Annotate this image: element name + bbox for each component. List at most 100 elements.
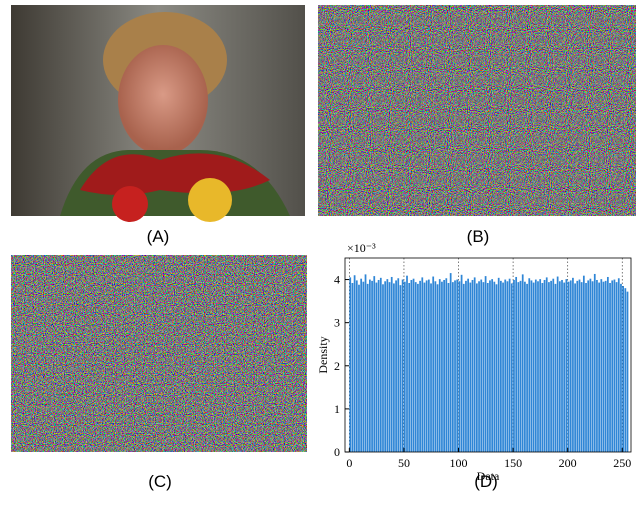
bar (426, 280, 428, 452)
bar (520, 281, 522, 452)
bar (574, 283, 576, 452)
bar (552, 279, 554, 452)
bar (559, 281, 561, 452)
bar (402, 280, 404, 452)
bar (548, 282, 550, 452)
x-tick-label: 0 (346, 456, 352, 470)
bar (561, 280, 563, 452)
bar (461, 275, 463, 452)
y-tick-label: 4 (334, 273, 340, 287)
bar (607, 277, 609, 452)
bar (360, 279, 362, 452)
bar (493, 282, 495, 452)
bar (496, 284, 498, 452)
bar (354, 275, 356, 452)
bar (511, 283, 513, 452)
bar (598, 283, 600, 452)
panel-label: (B) (467, 227, 490, 246)
photo (11, 5, 305, 222)
x-tick-label: 250 (613, 456, 631, 470)
bar (590, 279, 592, 452)
bar (570, 280, 572, 452)
bar (616, 282, 618, 452)
bar (537, 281, 539, 452)
decrypted-noise-image (11, 255, 307, 452)
bar (376, 283, 378, 452)
bar (550, 281, 552, 452)
bar (373, 276, 375, 452)
bar (452, 282, 454, 452)
bar (389, 282, 391, 452)
bar (614, 280, 616, 452)
bar (430, 283, 432, 452)
bar (500, 281, 502, 452)
bar (421, 277, 423, 452)
bar (576, 281, 578, 452)
bar (428, 280, 430, 452)
bar (572, 278, 574, 452)
bar (555, 284, 557, 452)
bar (600, 279, 602, 452)
bar (485, 276, 487, 452)
bar (435, 281, 437, 452)
bar (456, 280, 458, 452)
bar (592, 281, 594, 452)
bar (563, 283, 565, 452)
bar (480, 280, 482, 452)
bar (393, 283, 395, 452)
y-tick-label: 3 (334, 316, 340, 330)
bar (585, 283, 587, 452)
bar (483, 282, 485, 452)
bar (439, 279, 441, 452)
bar (618, 278, 620, 452)
y-tick-label: 0 (334, 445, 340, 459)
bar (603, 282, 605, 452)
bar (378, 280, 380, 452)
bar (367, 284, 369, 452)
bar (424, 283, 426, 452)
bar (581, 282, 583, 452)
bar (380, 278, 382, 452)
bar (454, 280, 456, 452)
bar (557, 277, 559, 452)
bar (437, 284, 439, 452)
encrypted-image (318, 5, 636, 216)
bar (397, 278, 399, 452)
bar (609, 283, 611, 452)
bar (476, 283, 478, 452)
bar (463, 284, 465, 452)
bar (417, 284, 419, 452)
bar (504, 280, 506, 452)
bar (594, 274, 596, 452)
bar (474, 277, 476, 452)
y-axis-label: Density (316, 336, 330, 373)
bar (406, 276, 408, 452)
bar (546, 277, 548, 452)
bar (371, 281, 373, 452)
bar (356, 280, 358, 452)
bar (450, 273, 452, 452)
bar (386, 279, 388, 452)
bar (400, 285, 402, 452)
bar (533, 283, 535, 452)
bar (349, 277, 351, 452)
bar (384, 281, 386, 452)
bar (528, 278, 530, 452)
bar (522, 274, 524, 452)
bar (467, 279, 469, 452)
x-tick-label: 50 (398, 456, 410, 470)
bar (352, 283, 354, 452)
bar (620, 284, 622, 452)
bar (491, 279, 493, 452)
bar (487, 283, 489, 452)
bar (448, 283, 450, 452)
bar (568, 282, 570, 452)
y-multiplier: ×10⁻³ (347, 241, 376, 255)
x-tick-label: 100 (450, 456, 468, 470)
bar (443, 280, 445, 452)
panel-label: (A) (147, 227, 170, 246)
bar (517, 282, 519, 452)
bar (432, 277, 434, 452)
bar (415, 282, 417, 452)
bar (587, 280, 589, 452)
